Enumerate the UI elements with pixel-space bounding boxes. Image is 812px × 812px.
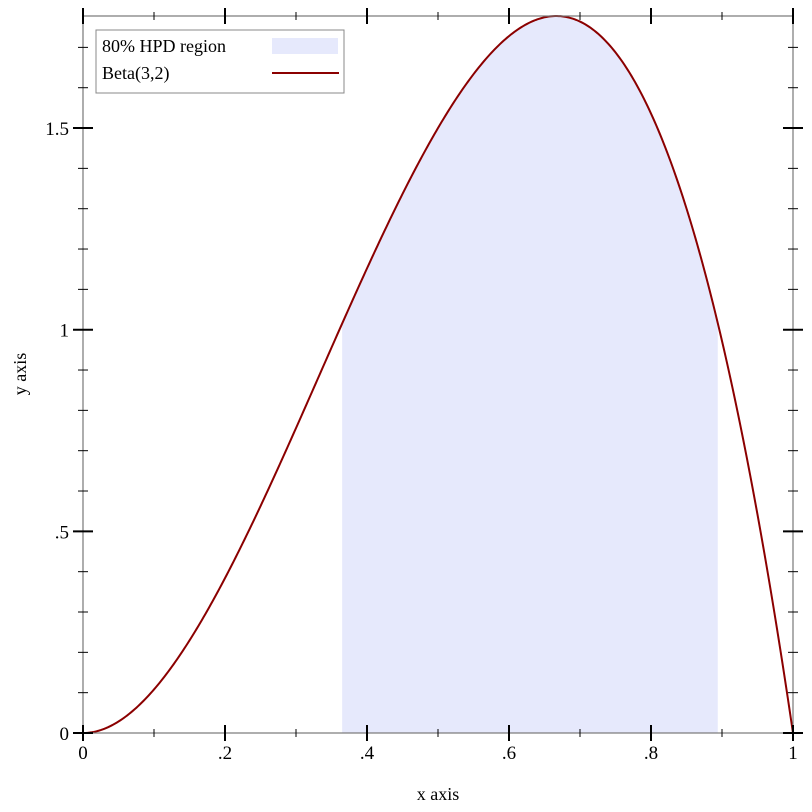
x-tick-label: .8 — [644, 743, 658, 764]
legend-label-beta: Beta(3,2) — [102, 63, 169, 84]
x-axis-label: x axis — [417, 784, 460, 804]
x-tick-label: .4 — [360, 743, 375, 764]
legend: 80% HPD region Beta(3,2) — [95, 29, 345, 94]
density-line-layer — [82, 15, 794, 734]
x-tick-label: 0 — [78, 743, 88, 764]
ticks: 0 .2 .4 .6 .8 1 0 .5 1 1.5 — [45, 8, 803, 764]
hpd-region-layer — [342, 16, 718, 734]
y-tick-label: .5 — [55, 522, 69, 543]
y-axis-label: y axis — [10, 353, 30, 396]
y-tick-label: 0 — [60, 724, 70, 745]
hpd-region — [342, 16, 718, 734]
legend-swatch-hpd — [272, 38, 338, 54]
y-tick-label: 1.5 — [45, 119, 69, 140]
beta-density-line — [82, 15, 794, 734]
x-tick-label: 1 — [788, 743, 798, 764]
legend-label-hpd: 80% HPD region — [102, 36, 226, 56]
x-tick-label: .2 — [218, 743, 232, 764]
y-tick-label: 1 — [60, 321, 70, 342]
x-tick-label: .6 — [502, 743, 516, 764]
